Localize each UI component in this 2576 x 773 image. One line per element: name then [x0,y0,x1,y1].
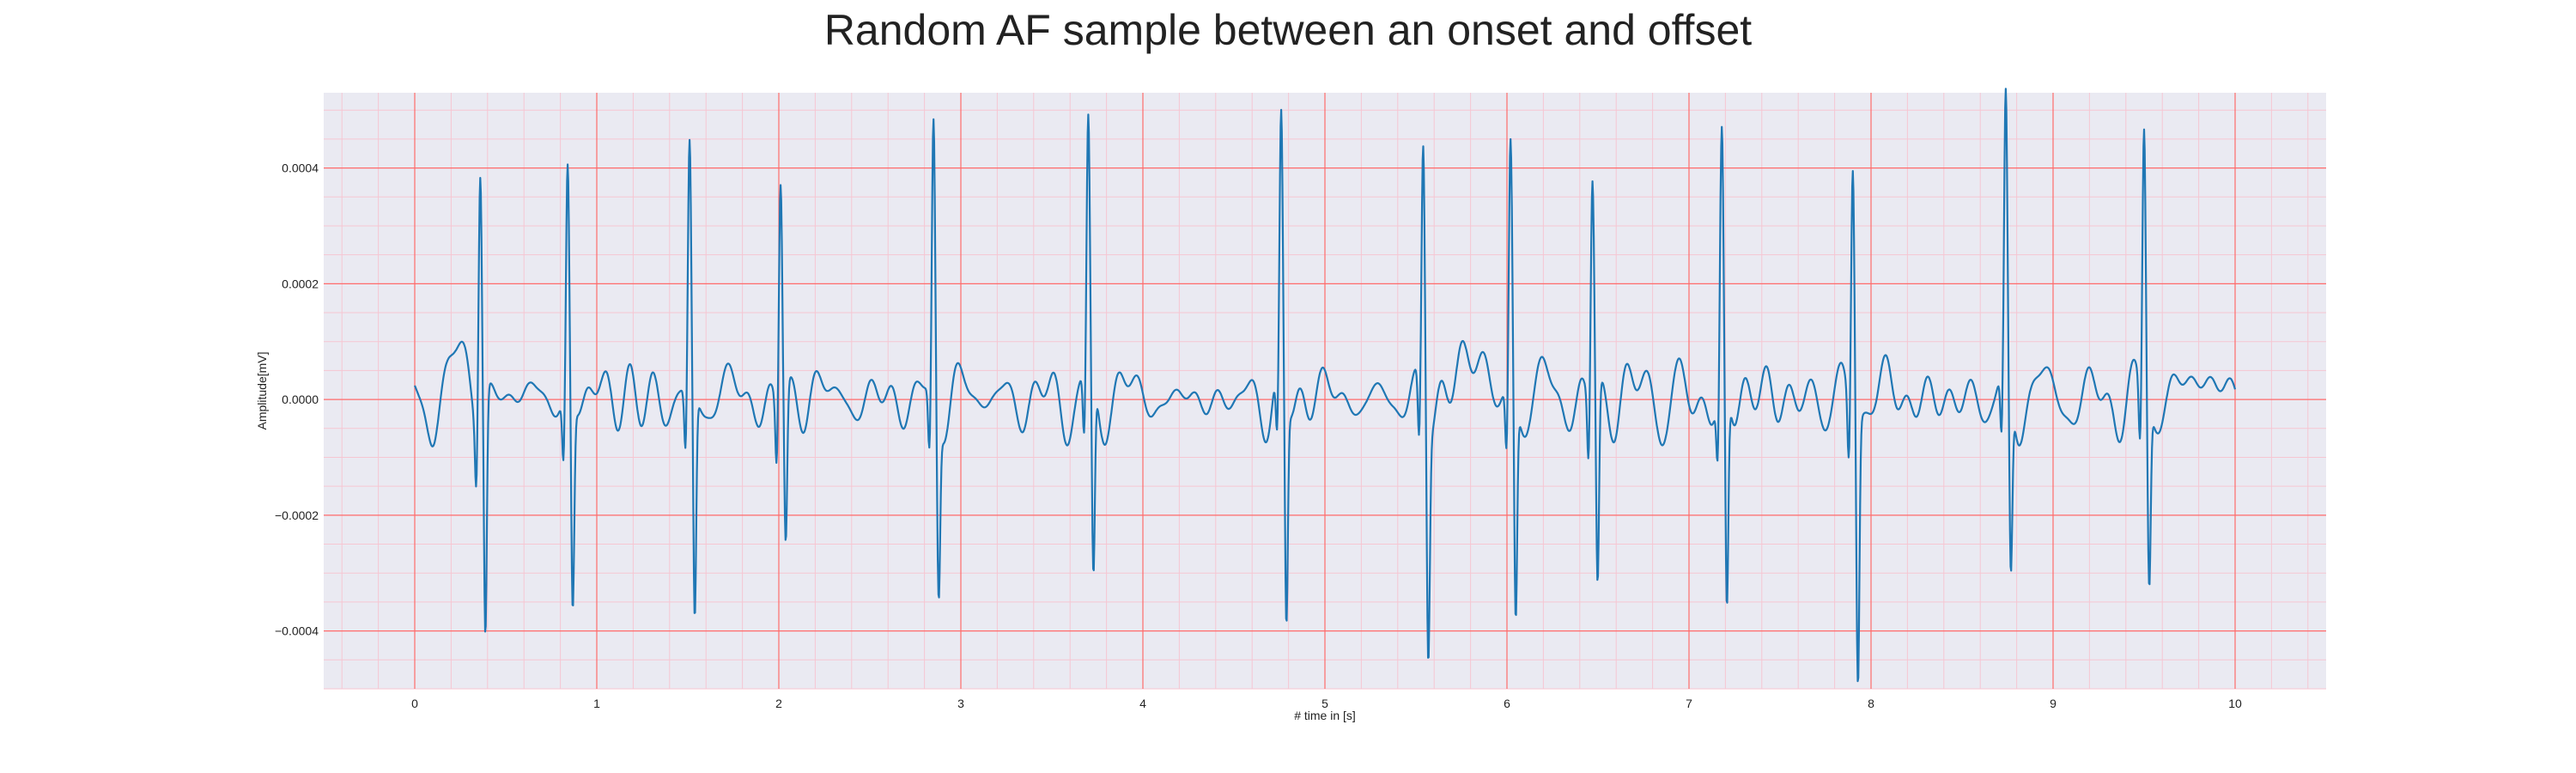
x-axis-ticks: 0 1 2 3 4 5 6 7 8 9 10 [411,697,2242,710]
y-tick-label: −0.0002 [275,508,319,522]
x-tick-label: 10 [2228,697,2242,710]
y-tick-label: 0.0004 [282,161,319,175]
y-axis-ticks: −0.0004 −0.0002 0.0000 0.0002 0.0004 [275,161,319,638]
x-tick-label: 8 [1868,697,1874,710]
x-tick-label: 9 [2050,697,2057,710]
x-tick-label: 5 [1321,697,1328,710]
x-tick-label: 2 [775,697,782,710]
x-tick-label: 7 [1686,697,1692,710]
y-tick-label: 0.0000 [282,393,319,406]
major-grid [324,93,2326,689]
x-axis-label: # time in [s] [1294,709,1356,722]
x-tick-label: 0 [411,697,418,710]
y-tick-label: 0.0002 [282,277,319,290]
x-tick-label: 3 [957,697,964,710]
x-tick-label: 1 [593,697,600,710]
x-tick-label: 6 [1504,697,1510,710]
y-tick-label: −0.0004 [275,624,319,638]
series-line-ecg [413,88,2237,683]
x-tick-label: 4 [1139,697,1146,710]
chart-title: Random AF sample between an onset and of… [824,6,1752,54]
y-axis-label: Amplitude[mV] [255,351,269,429]
